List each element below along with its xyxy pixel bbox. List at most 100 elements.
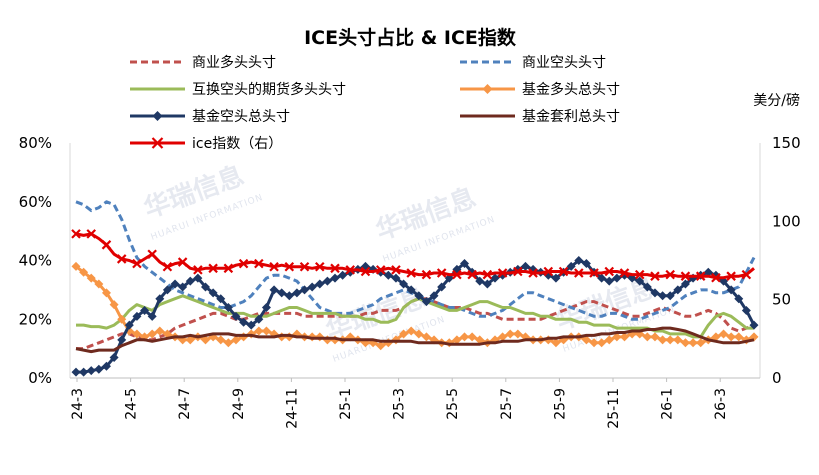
point-marker: [307, 282, 317, 292]
series-5: [75, 326, 755, 354]
point-marker: [490, 273, 500, 283]
point-marker: [696, 338, 706, 348]
point-marker: [505, 329, 515, 339]
point-marker: [239, 317, 249, 327]
legend-label: 商业空头头寸: [522, 55, 606, 71]
point-marker: [421, 297, 431, 307]
point-marker: [467, 332, 477, 342]
x-tick-label: 24-3: [70, 388, 86, 420]
point-marker: [269, 285, 279, 295]
y-left-tick-label: 20%: [19, 310, 52, 328]
point-marker: [719, 329, 729, 339]
series-4: [71, 256, 759, 377]
point-marker: [695, 271, 706, 281]
point-marker: [452, 335, 462, 345]
y-left-tick-label: 0%: [28, 369, 52, 387]
point-marker: [726, 285, 736, 295]
point-marker: [147, 249, 157, 260]
legend-item: 基金套利总头寸: [460, 108, 620, 125]
point-marker: [558, 266, 569, 277]
point-marker: [185, 276, 195, 286]
point-marker: [467, 269, 477, 280]
point-marker: [429, 291, 439, 301]
point-marker: [254, 314, 264, 324]
point-marker: [734, 332, 744, 342]
legend-label: 基金套利总头寸: [522, 108, 620, 125]
point-marker: [254, 258, 264, 269]
point-marker: [635, 276, 645, 286]
point-marker: [101, 288, 111, 298]
point-marker: [246, 320, 256, 330]
point-marker: [597, 338, 607, 348]
point-marker: [658, 291, 668, 301]
legend-label: ice指数（右）: [192, 136, 282, 152]
legend-item: 基金空头总头寸: [130, 108, 290, 125]
point-marker: [421, 269, 432, 280]
point-marker: [734, 294, 744, 304]
y-right-tick-label: 50: [772, 291, 791, 309]
point-marker: [284, 261, 295, 272]
point-marker: [155, 294, 165, 304]
point-marker: [208, 263, 218, 274]
series-6: [71, 229, 755, 283]
point-marker: [162, 329, 172, 339]
point-marker: [634, 269, 645, 280]
series-1: [75, 200, 756, 321]
point-marker: [162, 285, 172, 295]
x-tick-label: 25-11: [606, 388, 622, 429]
point-marker: [79, 367, 89, 377]
point-marker: [528, 268, 538, 278]
point-marker: [330, 263, 340, 274]
point-marker: [322, 276, 332, 286]
x-tick-label: 26-1: [660, 388, 676, 420]
point-marker: [604, 335, 614, 345]
point-marker: [208, 288, 218, 298]
y-right-tick-label: 100: [772, 212, 801, 230]
plot-area: [71, 200, 759, 377]
point-marker: [741, 269, 752, 280]
point-marker: [101, 361, 111, 371]
legend-item: 基金多头总头寸: [460, 81, 620, 98]
point-marker: [216, 294, 226, 304]
point-marker: [421, 332, 431, 342]
x-tick-label: 25-9: [552, 388, 568, 420]
point-marker: [132, 329, 142, 339]
point-marker: [223, 303, 233, 312]
point-marker: [475, 335, 485, 345]
point-marker: [589, 268, 599, 278]
x-tick-label: 24-11: [284, 388, 300, 429]
point-marker: [132, 311, 142, 321]
point-marker: [360, 266, 371, 277]
point-marker: [391, 265, 401, 275]
point-marker: [543, 266, 554, 277]
point-marker: [436, 268, 447, 278]
point-marker: [726, 332, 736, 342]
point-marker: [642, 332, 652, 342]
point-marker: [300, 285, 310, 295]
point-marker: [749, 320, 759, 330]
point-marker: [513, 266, 523, 277]
legend-label: 商业多头头寸: [192, 54, 276, 71]
point-marker: [741, 305, 751, 315]
point-marker: [414, 291, 424, 301]
point-marker: [452, 269, 462, 280]
point-marker: [703, 267, 713, 277]
point-marker: [680, 338, 690, 348]
series-line: [75, 326, 755, 354]
point-marker: [261, 326, 271, 336]
point-marker: [231, 335, 241, 345]
point-marker: [185, 335, 195, 345]
legend-label: 互换空头的期货多头头寸: [192, 81, 346, 98]
point-marker: [520, 261, 530, 271]
series-line: [75, 200, 756, 321]
point-marker: [482, 269, 493, 280]
x-tick-label: 25-3: [392, 388, 408, 420]
point-marker: [497, 268, 508, 278]
point-marker: [680, 271, 691, 281]
point-marker: [581, 258, 591, 268]
point-marker: [414, 329, 424, 339]
legend-marker: [152, 111, 163, 121]
point-marker: [94, 279, 104, 289]
x-tick-label: 25-7: [499, 388, 515, 420]
